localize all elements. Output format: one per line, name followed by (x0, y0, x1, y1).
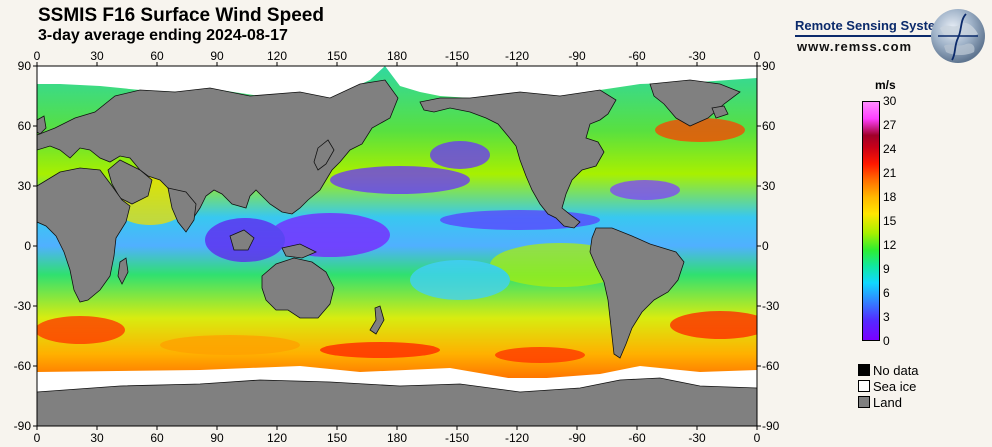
right-lat-label: -30 (762, 299, 780, 313)
colorbar-tick-label: 3 (883, 310, 890, 324)
land-arabia (107, 159, 153, 205)
bottom-lon-label: -150 (445, 431, 469, 445)
legend-key-label: No data (873, 362, 919, 378)
page-title: SSMIS F16 Surface Wind Speed (38, 5, 324, 26)
right-lat-label: -60 (762, 359, 780, 373)
legend-key-swatch (858, 364, 870, 376)
top-lon-label: -60 (628, 49, 646, 63)
left-lat-label: -90 (14, 419, 32, 433)
land-eurasia (37, 79, 399, 221)
top-lon-label: -90 (568, 49, 586, 63)
colorbar-tick-label: 0 (883, 334, 890, 348)
brand-url-link[interactable]: www.remss.com (797, 39, 913, 54)
colorbar-tick-label: 9 (883, 262, 890, 276)
top-lon-label: -30 (688, 49, 706, 63)
legend-key-swatch (858, 396, 870, 408)
brand-block[interactable]: Remote Sensing Systems www.remss.com (795, 18, 985, 62)
top-lon-label: 30 (90, 49, 104, 63)
left-lat-label: -30 (14, 299, 32, 313)
land-uk (37, 115, 47, 135)
colorbar-tick-label: 15 (883, 214, 897, 228)
right-lat-label: 60 (762, 119, 776, 133)
left-lat-label: 60 (18, 119, 32, 133)
globe-logo-icon (931, 9, 985, 63)
map-plot-area (37, 66, 757, 426)
land-india (167, 187, 197, 233)
top-lon-label: 180 (387, 49, 407, 63)
land-greenland (649, 79, 741, 127)
colorbar-tick-label: 18 (883, 190, 897, 204)
bottom-lon-label: 180 (387, 431, 407, 445)
land-newzealand (369, 305, 385, 335)
bottom-lon-label: -30 (688, 431, 706, 445)
land-australia (261, 257, 335, 319)
bottom-lon-label: -120 (505, 431, 529, 445)
left-lat-label: 30 (18, 179, 32, 193)
wind-speed-colorbar (862, 101, 880, 341)
bottom-lon-label: 0 (34, 431, 41, 445)
brand-name: Remote Sensing Systems (795, 18, 954, 33)
map-axes: 0 30 60 90 120 150 180 -150 -120 -90 -60 -30 0 0 30 60 9… (14, 49, 780, 445)
land-africa (37, 167, 131, 303)
brand-divider (795, 35, 953, 37)
top-lon-label: 0 (754, 49, 761, 63)
bottom-lon-label: 60 (150, 431, 164, 445)
colorbar-tick-label: 30 (883, 94, 897, 108)
top-lon-label: -150 (445, 49, 469, 63)
top-lon-label: 60 (150, 49, 164, 63)
top-lon-label: 150 (327, 49, 347, 63)
bottom-lon-label: 150 (327, 431, 347, 445)
top-lon-label: -120 (505, 49, 529, 63)
legend-key-row: Sea ice (858, 378, 917, 394)
right-lat-label: 30 (762, 179, 776, 193)
colorbar-tick-label: 12 (883, 238, 897, 252)
land-borneo (229, 229, 255, 251)
legend-key-row: No data (858, 362, 919, 378)
right-lat-label: -90 (762, 419, 780, 433)
top-lon-label: 120 (267, 49, 287, 63)
legend-key-swatch (858, 380, 870, 392)
land-antarctica (37, 377, 757, 426)
left-lat-label: -60 (14, 359, 32, 373)
page-subtitle: 3-day average ending 2024-08-17 (38, 27, 288, 44)
colorbar-tick-label: 6 (883, 286, 890, 300)
land-iceland (711, 105, 729, 119)
land-southamerica (589, 227, 685, 359)
land-japan (313, 139, 335, 171)
left-lat-label: 90 (18, 59, 32, 73)
legend-unit-label: m/s (875, 78, 896, 92)
right-lat-label: 90 (762, 59, 776, 73)
top-lon-label: 0 (34, 49, 41, 63)
left-lat-label: 0 (24, 239, 31, 253)
land-masses (37, 79, 757, 426)
land-northamerica (419, 89, 617, 229)
bottom-lon-label: -60 (628, 431, 646, 445)
bottom-lon-label: 120 (267, 431, 287, 445)
colorbar-tick-label: 24 (883, 142, 897, 156)
bottom-lon-label: 0 (754, 431, 761, 445)
legend-key-label: Land (873, 394, 902, 410)
top-lon-label: 90 (210, 49, 224, 63)
bottom-lon-label: 30 (90, 431, 104, 445)
right-lat-label: 0 (762, 239, 769, 253)
bottom-lon-label: 90 (210, 431, 224, 445)
land-newguinea (281, 243, 317, 259)
colorbar-tick-label: 21 (883, 166, 897, 180)
bottom-lon-label: -90 (568, 431, 586, 445)
colorbar-tick-label: 27 (883, 118, 897, 132)
legend-key-label: Sea ice (873, 378, 917, 394)
legend-key-row: Land (858, 394, 902, 410)
land-madagascar (117, 257, 129, 285)
